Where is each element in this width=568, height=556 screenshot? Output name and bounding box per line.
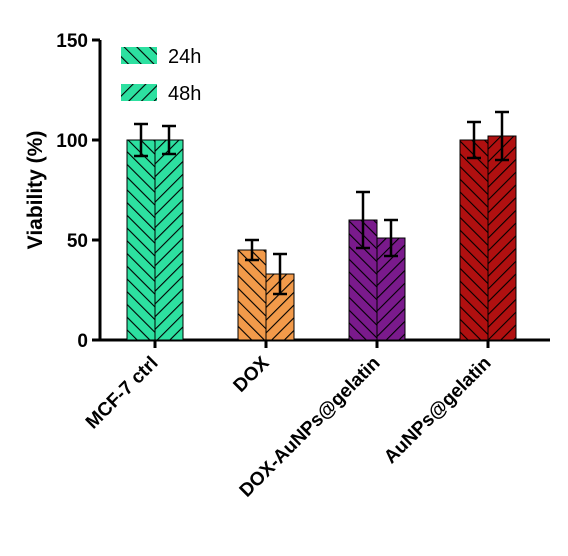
bar-24h-3 [459,139,489,341]
bar-24h-1 [237,249,267,341]
bar-24h-0 [126,139,156,341]
error-bars-group [134,110,509,296]
y-ticks: 0 50 100 150 [56,31,100,352]
x-ticks: MCF-7 ctrl DOXDOX-AuNPs@gelatinAuNPs@gela… [82,340,496,502]
x-tick-label: MCF-7 ctrl [82,353,163,434]
bar-48h-3 [487,135,517,341]
y-axis-label: Viability (%) [24,131,47,250]
x-tick-label: AuNPs@gelatin [380,353,495,468]
y-tick-label: 0 [77,331,88,352]
y-tick-label: 100 [56,131,88,152]
legend-swatch-24h [121,47,157,64]
y-tick-label: 150 [56,31,88,52]
bars-group [126,135,517,341]
legend: 24h 48h [121,46,201,105]
x-tick-label: DOX [230,352,274,396]
y-tick-label: 50 [67,231,88,252]
legend-label-48h: 48h [168,83,201,105]
legend-label-24h: 24h [168,46,201,68]
bar-48h-0 [154,139,184,341]
legend-swatch-48h [121,84,157,101]
